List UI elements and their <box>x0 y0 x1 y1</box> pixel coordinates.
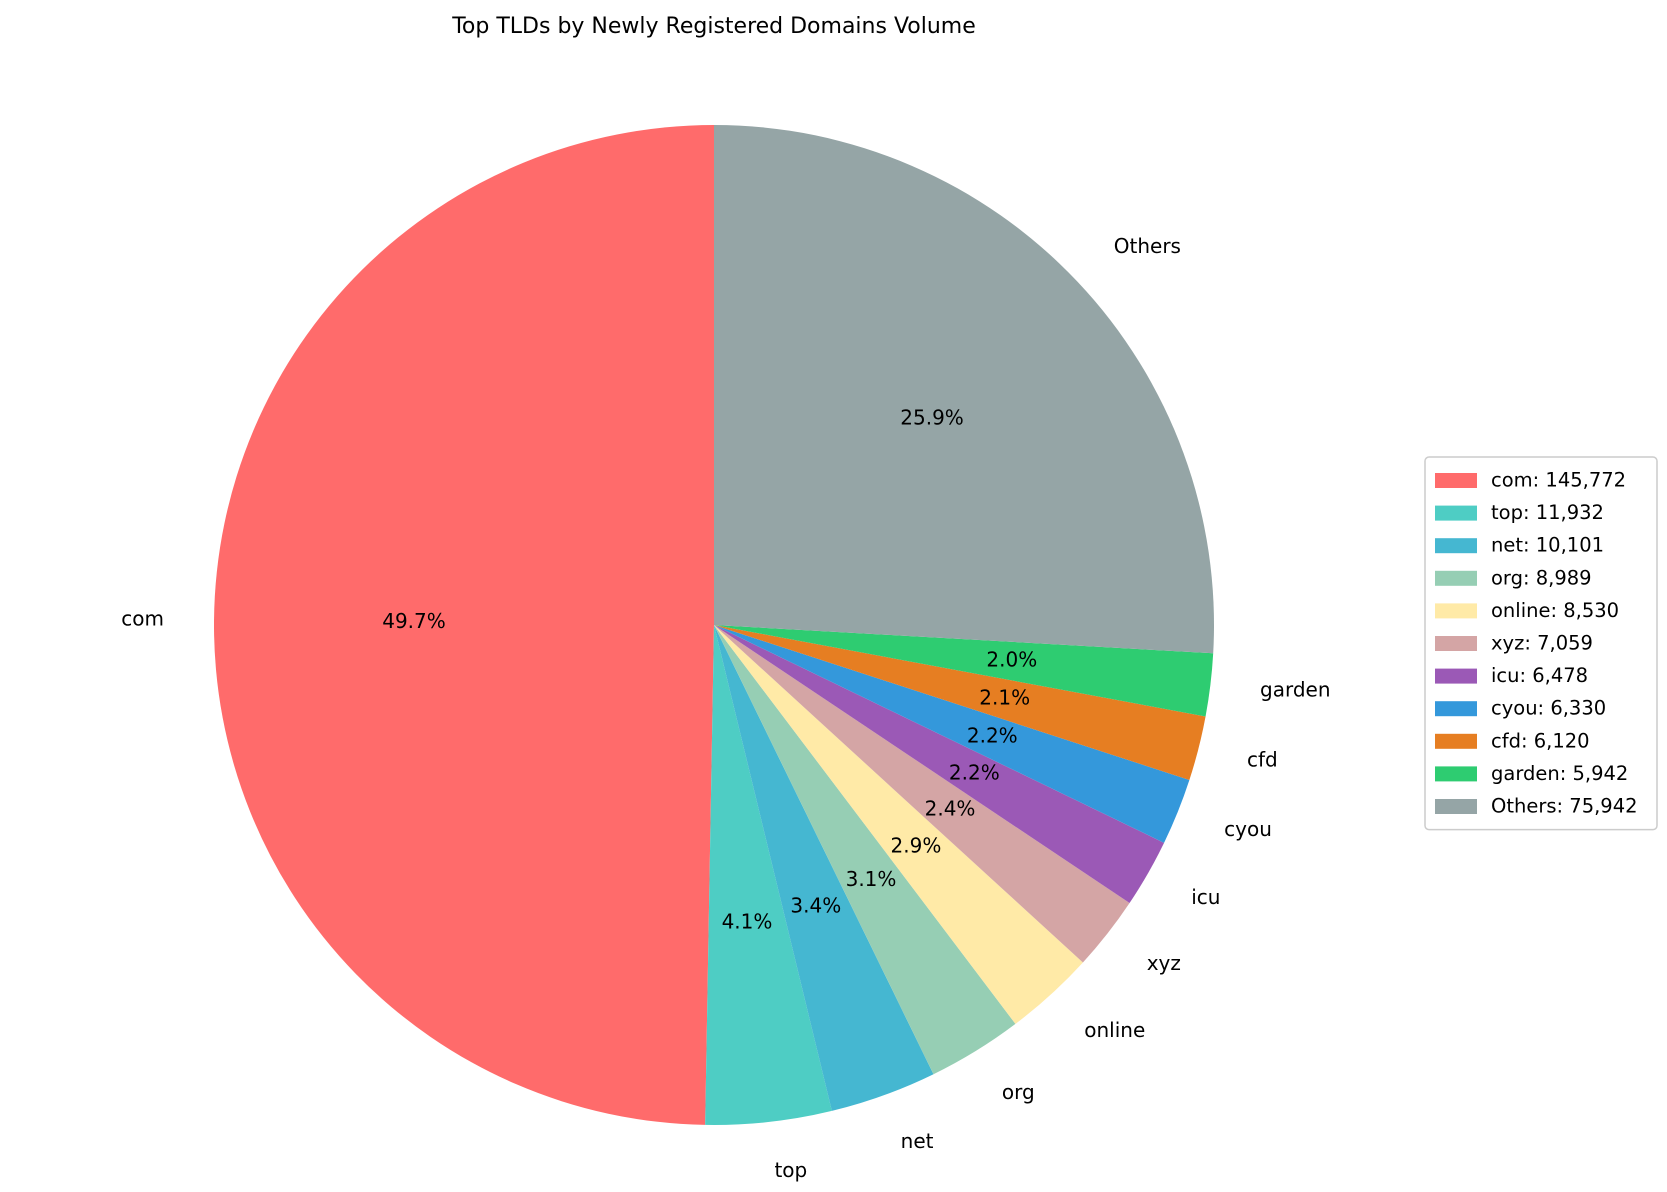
pie-slice-icu <box>714 625 1165 904</box>
pie-slice-com <box>213 125 714 1125</box>
pct-label-cyou: 2.2% <box>967 724 1018 748</box>
legend-swatch-com <box>1435 473 1477 488</box>
pie-slice-online <box>714 625 1083 1024</box>
slice-label-net: net <box>901 1129 934 1153</box>
pct-label-top: 4.1% <box>722 910 773 934</box>
legend-swatch-online <box>1435 603 1477 619</box>
legend-swatch-xyz <box>1435 636 1477 651</box>
legend-entry-online: online: 8,530 <box>1491 599 1619 622</box>
slice-label-com: com <box>121 607 164 631</box>
legend: com: 145,772 top: 11,932 net: 10,101 org: 8… <box>1424 456 1658 831</box>
legend-frame <box>1424 456 1658 831</box>
pct-label-icu: 2.2% <box>949 761 1000 785</box>
pie-slice-garden <box>714 625 1214 717</box>
pct-label-xyz: 2.4% <box>925 797 976 821</box>
pct-label-org: 3.1% <box>846 867 897 891</box>
legend-swatch-icu <box>1435 668 1477 684</box>
slice-label-icu: icu <box>1191 885 1220 909</box>
slice-labels: com top net org online xyz icu cyou cfd garden Oth… <box>121 234 1330 1182</box>
pct-label-cfd: 2.1% <box>979 686 1030 710</box>
legend-entry-net: net: 10,101 <box>1491 534 1604 557</box>
legend-entry-cfd: cfd: 6,120 <box>1491 729 1590 752</box>
pct-label-com: 49.7% <box>382 609 446 633</box>
slice-label-cyou: cyou <box>1224 817 1272 841</box>
slice-label-cfd: cfd <box>1247 747 1278 771</box>
pct-label-online: 2.9% <box>891 833 942 857</box>
slice-label-online: online <box>1084 1018 1145 1042</box>
pct-label-others: 25.9% <box>900 405 964 429</box>
legend-entry-com: com: 145,772 <box>1491 469 1626 492</box>
pie-slice-xyz <box>714 625 1130 963</box>
pct-label-net: 3.4% <box>790 894 841 918</box>
pie-slice-org <box>714 625 1016 1075</box>
pie-slice-net <box>714 625 934 1111</box>
pie-slices <box>213 125 1214 1125</box>
legend-swatch-cyou <box>1435 701 1477 717</box>
slice-label-top: top <box>774 1158 807 1182</box>
legend-swatch-net <box>1435 538 1477 554</box>
pie-slice-top <box>705 625 832 1125</box>
slice-label-garden: garden <box>1260 678 1331 702</box>
chart-title: Top TLDs by Newly Registered Domains Vol… <box>451 14 976 39</box>
slice-label-others: Others <box>1114 234 1181 258</box>
slice-label-xyz: xyz <box>1147 951 1181 975</box>
legend-entry-icu: icu: 6,478 <box>1491 664 1588 687</box>
legend-swatch-org <box>1435 570 1477 586</box>
legend-swatch-garden <box>1435 766 1477 782</box>
legend-entry-xyz: xyz: 7,059 <box>1491 632 1593 655</box>
legend-entry-org: org: 8,989 <box>1491 566 1592 589</box>
legend-swatch-others <box>1435 799 1477 814</box>
legend-entry-others: Others: 75,942 <box>1491 795 1638 818</box>
legend-entry-garden: garden: 5,942 <box>1491 762 1628 785</box>
pie-slice-cyou <box>714 625 1190 843</box>
legend-swatch-top <box>1435 505 1477 521</box>
slice-label-org: org <box>1002 1080 1035 1104</box>
legend-entry-cyou: cyou: 6,330 <box>1491 697 1606 720</box>
percentage-labels: 49.7% 4.1% 3.4%3.1% 2.9% 2.4% 2.2% 2.2% 2.1% 2.0… <box>382 405 1037 933</box>
pie-slice-cfd <box>714 625 1206 780</box>
pct-label-garden: 2.0% <box>986 648 1037 672</box>
legend-entry-top: top: 11,932 <box>1491 501 1604 524</box>
pie-slice-others <box>714 125 1214 654</box>
legend-swatch-cfd <box>1435 733 1477 749</box>
